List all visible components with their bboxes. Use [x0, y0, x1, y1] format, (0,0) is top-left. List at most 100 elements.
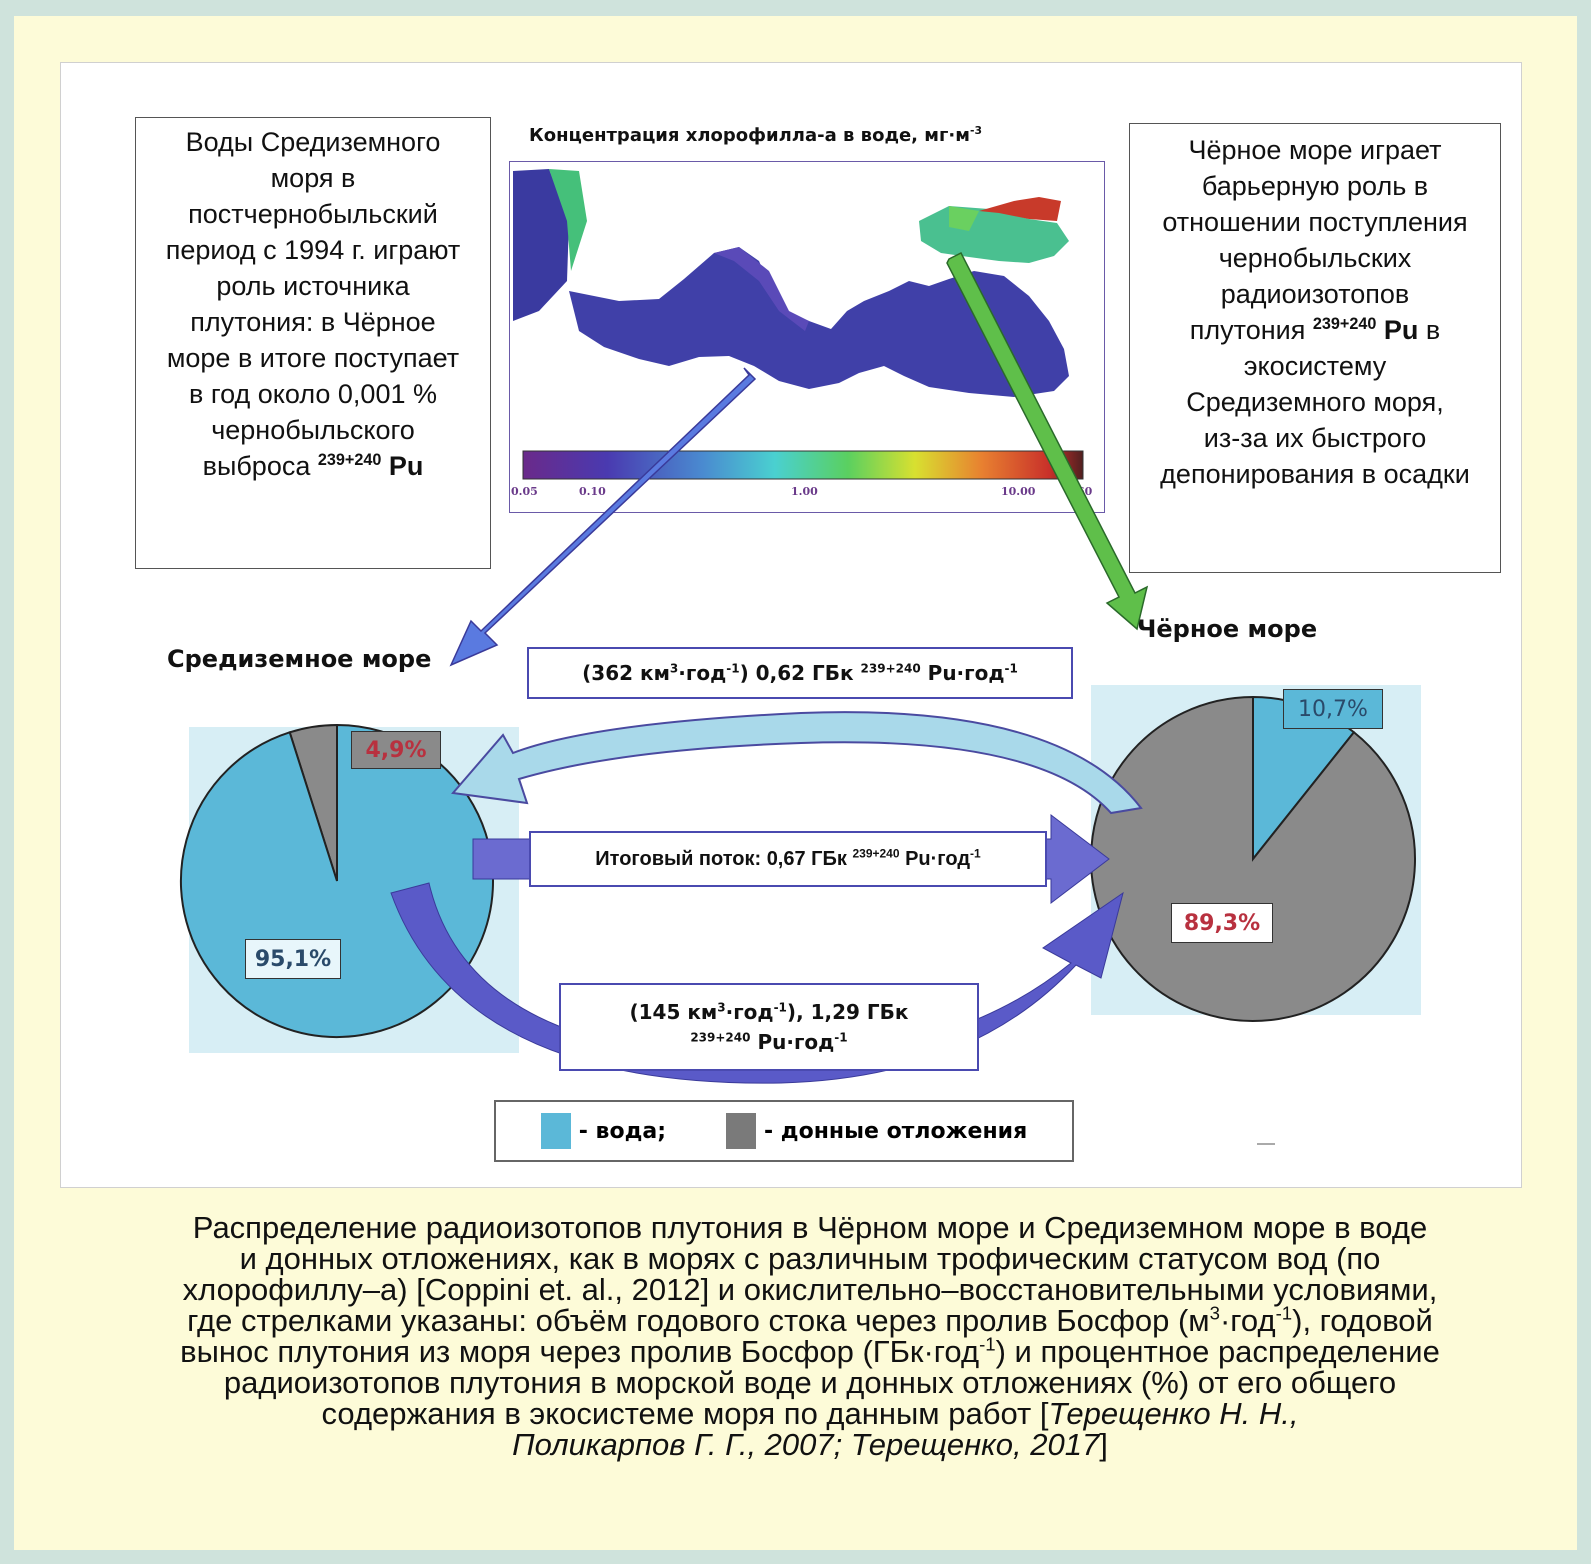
- caption-line: вынос плутония из моря через пролив Босф…: [60, 1333, 1560, 1369]
- pie-slice-sediment: [1090, 695, 1416, 1022]
- figure-panel: Воды Средиземного моря в постчернобыльск…: [60, 62, 1522, 1188]
- net-flow-label: Итоговый поток: 0,67 ГБк 239+240 Pu·год-…: [529, 831, 1047, 887]
- caption-italic: Поликарпов Г. Г., 2007; Терещенко, 2017: [512, 1427, 1100, 1462]
- top-flow-label: (362 км3·год-1) 0,62 ГБк 239+240 Pu·год-…: [527, 647, 1073, 699]
- right-text-line: радиоизотопов: [1220, 279, 1410, 309]
- left-text-line: Воды Средиземного: [185, 127, 441, 157]
- caption-italic: Терещенко Н. Н.,: [1048, 1396, 1299, 1431]
- flow-sup: 3: [669, 661, 679, 676]
- figure-caption: Распределение радиоизотопов плутония в Ч…: [60, 1212, 1560, 1460]
- mediterranean-title: Средиземное море: [167, 645, 432, 673]
- right-pie: [1090, 695, 1416, 1022]
- left-text-line: выброса: [202, 451, 311, 481]
- caption-text: ) и процентное распределение: [995, 1334, 1440, 1369]
- caption-line: содержания в экосистеме моря по данным р…: [60, 1398, 1560, 1429]
- element-symbol: Pu: [388, 451, 424, 481]
- left-text-box: Воды Средиземного моря в постчернобыльск…: [135, 117, 491, 569]
- pie-slice-water: [180, 723, 494, 1038]
- isotope-number: 239+240: [852, 846, 900, 861]
- caption-line: хлорофиллу–а) [Coppini et. al., 2012] и …: [182, 1272, 1438, 1307]
- atlantic-water: [513, 169, 569, 321]
- left-text-line: постчернобыльский: [188, 199, 438, 229]
- flow-sup: -1: [834, 1030, 848, 1045]
- flow-sup: -1: [1004, 661, 1018, 676]
- caption-text: ]: [1099, 1427, 1108, 1462]
- mediterranean-water: [569, 247, 1069, 397]
- caption-line: и донных отложениях, как в морях с разли…: [239, 1241, 1381, 1276]
- right-text-line: барьерную роль в: [1201, 171, 1429, 201]
- flow-text: ·год: [725, 1000, 774, 1024]
- left-text-line: море в итоге поступает: [166, 343, 460, 373]
- caption-line: где стрелками указаны: объём годового ст…: [60, 1302, 1560, 1338]
- chlorophyll-map: [509, 161, 1105, 513]
- flow-text: ), 1,29 ГБк: [786, 1000, 909, 1024]
- flow-text: (362 км: [582, 661, 670, 685]
- caption-sup: 3: [1209, 1302, 1220, 1324]
- left-text-line: чернобыльского: [211, 415, 415, 445]
- caption-line: Поликарпов Г. Г., 2007; Терещенко, 2017]: [60, 1429, 1560, 1460]
- right-text-box: Чёрное море играет барьерную роль в отно…: [1129, 123, 1501, 573]
- right-sediment-percent: 89,3%: [1171, 903, 1273, 943]
- flow-sup: -1: [970, 846, 981, 861]
- caption-text: где стрелками указаны: объём годового ст…: [187, 1303, 1210, 1338]
- left-text-line: период с 1994 г. играют: [165, 235, 461, 265]
- left-text-line: роль источника: [216, 271, 410, 301]
- right-text-line: чернобыльских: [1218, 243, 1412, 273]
- map-to-black-sea-arrow: [946, 251, 1149, 631]
- caption-text: ), годовой: [1292, 1303, 1433, 1338]
- right-text-word: в: [1425, 315, 1441, 345]
- flow-text: (145 км: [629, 1000, 718, 1024]
- legend-water-swatch: [540, 1113, 571, 1149]
- left-pie: [180, 723, 494, 1038]
- right-text-line: Средиземного моря,: [1186, 387, 1444, 417]
- scale-label: 0.10: [579, 485, 606, 498]
- flow-text: ) 0,62 ГБк: [739, 661, 854, 685]
- left-sediment-percent: 4,9%: [351, 731, 441, 769]
- scale-label: 1.00: [791, 485, 818, 498]
- isotope-number: 239+240: [860, 661, 921, 676]
- left-text-line: в год около 0,001 %: [189, 379, 437, 409]
- legend-sediment: - донные отложения: [726, 1113, 1027, 1149]
- right-text-line: из-за их быстрого: [1203, 423, 1427, 453]
- left-text-line: выброса 239+240 Pu: [136, 448, 490, 484]
- caption-text: содержания в экосистеме моря по данным р…: [321, 1396, 1049, 1431]
- caption-sup: -1: [1275, 1302, 1293, 1324]
- legend: - вода; - донные отложения: [494, 1100, 1074, 1162]
- caption-line: Распределение радиоизотопов плутония в Ч…: [192, 1210, 1428, 1245]
- legend-sediment-label: - донные отложения: [764, 1118, 1028, 1144]
- flow-text: ·год: [678, 661, 727, 685]
- flow-text: Pu·год: [757, 1030, 835, 1054]
- isotope-number: 239+240: [317, 451, 382, 469]
- caption-line: радиоизотопов плутония в морской воде и …: [223, 1365, 1397, 1400]
- caption-sup: -1: [979, 1333, 996, 1355]
- map-title-sup: -3: [969, 124, 982, 137]
- right-text-line: плутония 239+240 Pu в: [1130, 312, 1500, 348]
- flow-text: Итоговый поток: 0,67 ГБк: [595, 848, 847, 870]
- flow-sup: -1: [726, 661, 740, 676]
- flow-text: Pu·год: [927, 661, 1005, 685]
- right-text-word: плутония: [1189, 315, 1306, 345]
- caption-text: ·год: [1219, 1303, 1276, 1338]
- left-text-line: моря в: [270, 163, 356, 193]
- flow-sup: 3: [717, 1000, 726, 1015]
- scale-label: 0.05: [511, 485, 538, 498]
- map-title-text: Концентрация хлорофилла-а в воде, мг·м: [529, 125, 970, 146]
- right-text-line: отношении поступления: [1162, 207, 1468, 237]
- left-text-line: плутония: в Чёрное: [190, 307, 436, 337]
- black-sea-title: Чёрное море: [1137, 615, 1318, 643]
- bottom-flow-label: (145 км3·год-1), 1,29 ГБк 239+240 Pu·год…: [559, 983, 979, 1071]
- flow-text: Pu·год: [905, 848, 971, 870]
- right-text-line: депонирования в осадки: [1160, 459, 1470, 489]
- element-symbol: Pu: [1383, 315, 1419, 345]
- left-water-percent: 95,1%: [245, 939, 341, 979]
- right-text-line: Чёрное море играет: [1188, 135, 1442, 165]
- top-flow-arrow: [451, 711, 1143, 815]
- legend-water: - вода;: [540, 1113, 667, 1149]
- map-to-mediterranean-arrow: [449, 367, 757, 667]
- dash-mark: [1257, 1143, 1275, 1145]
- right-text-line: экосистему: [1243, 351, 1387, 381]
- legend-water-label: - вода;: [578, 1118, 667, 1144]
- map-title: Концентрация хлорофилла-а в воде, мг·м-3: [529, 125, 982, 146]
- caption-text: вынос плутония из моря через пролив Босф…: [180, 1334, 980, 1369]
- color-scale-bar: [522, 450, 1084, 480]
